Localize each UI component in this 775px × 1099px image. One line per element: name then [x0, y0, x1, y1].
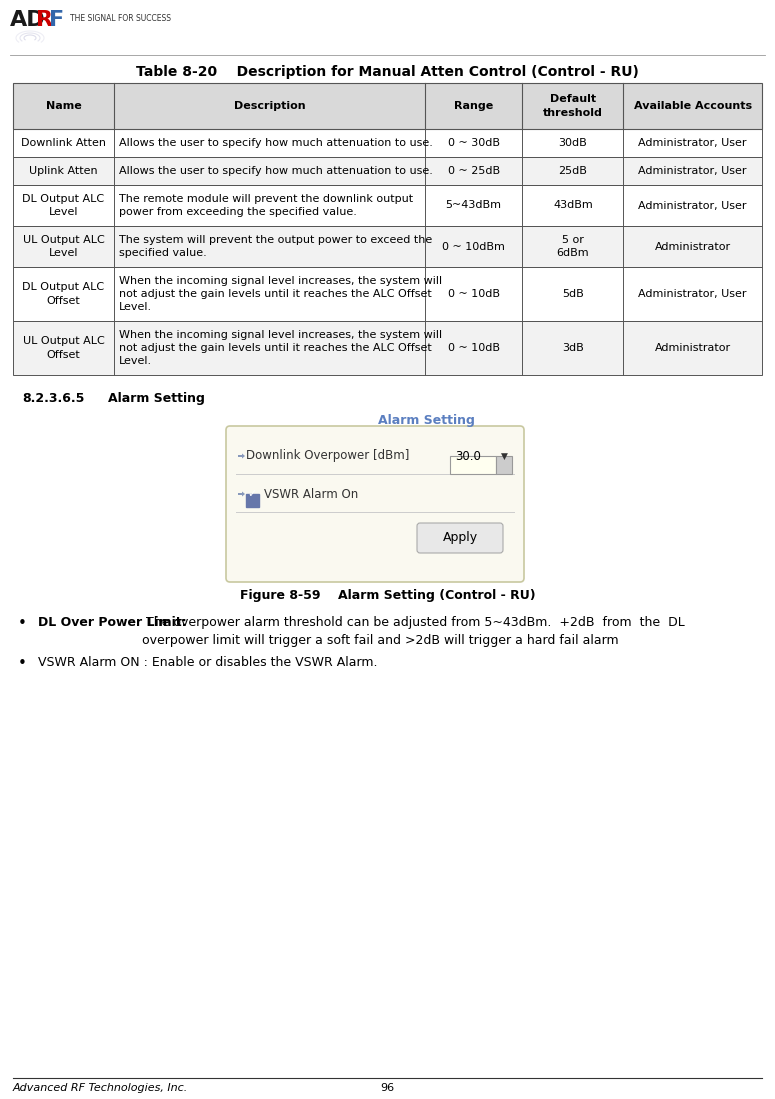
Text: 5~43dBm: 5~43dBm	[446, 200, 501, 211]
Text: Figure 8-59    Alarm Setting (Control - RU): Figure 8-59 Alarm Setting (Control - RU)	[239, 589, 536, 602]
FancyBboxPatch shape	[226, 426, 524, 582]
Text: 0 ~ 10dB: 0 ~ 10dB	[448, 289, 500, 299]
Text: 0 ~ 10dB: 0 ~ 10dB	[448, 343, 500, 353]
Text: F: F	[49, 10, 64, 30]
Text: AD: AD	[10, 10, 46, 30]
Text: ▼: ▼	[501, 452, 508, 460]
FancyArrow shape	[238, 454, 245, 458]
Bar	[13, 157, 762, 185]
Text: Allows the user to specify how much attenuation to use.: Allows the user to specify how much atte…	[119, 166, 433, 176]
Text: 96: 96	[381, 1083, 394, 1094]
Text: Administrator, User: Administrator, User	[639, 289, 747, 299]
Text: •: •	[18, 656, 26, 671]
Text: When the incoming signal level increases, the system will
not adjust the gain le: When the incoming signal level increases…	[119, 330, 443, 366]
Text: 5 or
6dBm: 5 or 6dBm	[556, 235, 589, 258]
Text: Advanced RF Technologies, Inc.: Advanced RF Technologies, Inc.	[13, 1083, 188, 1094]
Text: THE SIGNAL FOR SUCCESS: THE SIGNAL FOR SUCCESS	[70, 14, 171, 23]
Bar	[13, 267, 762, 321]
Text: 43dBm: 43dBm	[553, 200, 593, 211]
Text: 30.0: 30.0	[455, 449, 481, 463]
Bar	[496, 456, 512, 474]
Text: The system will prevent the output power to exceed the
specified value.: The system will prevent the output power…	[119, 235, 432, 258]
Text: 0 ~ 25dB: 0 ~ 25dB	[448, 166, 500, 176]
Text: 8.2.3.6.5: 8.2.3.6.5	[22, 392, 84, 406]
Text: Administrator, User: Administrator, User	[639, 138, 747, 148]
Text: Downlink Overpower [dBm]: Downlink Overpower [dBm]	[246, 449, 409, 463]
Bar	[13, 321, 762, 375]
Text: •: •	[18, 617, 26, 631]
Text: DL Over Power Limit:: DL Over Power Limit:	[38, 617, 187, 629]
Bar	[246, 493, 259, 507]
Text: Table 8-20    Description for Manual Atten Control (Control - RU): Table 8-20 Description for Manual Atten …	[136, 65, 639, 79]
Text: 0 ~ 10dBm: 0 ~ 10dBm	[443, 242, 505, 252]
Text: The overpower alarm threshold can be adjusted from 5~43dBm.  +2dB  from  the  DL: The overpower alarm threshold can be adj…	[142, 617, 685, 647]
Text: Administrator, User: Administrator, User	[639, 166, 747, 176]
Text: Range: Range	[454, 101, 493, 111]
Text: Uplink Atten: Uplink Atten	[29, 166, 98, 176]
Bar	[13, 185, 762, 226]
Text: Name: Name	[46, 101, 81, 111]
Bar	[13, 157, 762, 185]
FancyBboxPatch shape	[417, 523, 503, 553]
Text: Alarm Setting: Alarm Setting	[378, 414, 475, 428]
Text: Administrator: Administrator	[655, 343, 731, 353]
Text: 5dB: 5dB	[562, 289, 584, 299]
Text: VSWR Alarm ON : Enable or disables the VSWR Alarm.: VSWR Alarm ON : Enable or disables the V…	[38, 656, 377, 669]
Text: UL Output ALC
Level: UL Output ALC Level	[22, 235, 105, 258]
Text: 30dB: 30dB	[559, 138, 587, 148]
Bar	[450, 456, 496, 474]
Text: Administrator: Administrator	[655, 242, 731, 252]
Text: 25dB: 25dB	[559, 166, 587, 176]
Text: 0 ~ 30dB: 0 ~ 30dB	[448, 138, 500, 148]
Text: The remote module will prevent the downlink output
power from exceeding the spec: The remote module will prevent the downl…	[119, 193, 413, 218]
Text: Alarm Setting: Alarm Setting	[108, 392, 205, 406]
Text: Downlink Atten: Downlink Atten	[21, 138, 106, 148]
Bar	[13, 84, 762, 129]
Text: Allows the user to specify how much attenuation to use.: Allows the user to specify how much atte…	[119, 138, 433, 148]
Bar	[13, 321, 762, 375]
Bar	[13, 129, 762, 157]
Bar	[13, 226, 762, 267]
Bar	[13, 267, 762, 321]
Bar	[13, 84, 762, 129]
Bar	[13, 185, 762, 226]
Text: Description: Description	[234, 101, 305, 111]
Text: UL Output ALC
Offset: UL Output ALC Offset	[22, 336, 105, 359]
Text: Available Accounts: Available Accounts	[634, 101, 752, 111]
FancyArrow shape	[238, 491, 245, 497]
Text: VSWR Alarm On: VSWR Alarm On	[264, 488, 358, 500]
Text: DL Output ALC
Offset: DL Output ALC Offset	[22, 282, 105, 306]
Text: ✓: ✓	[248, 489, 257, 499]
Text: DL Output ALC
Level: DL Output ALC Level	[22, 193, 105, 218]
Text: R: R	[36, 10, 53, 30]
Text: When the incoming signal level increases, the system will
not adjust the gain le: When the incoming signal level increases…	[119, 276, 443, 312]
Text: Administrator, User: Administrator, User	[639, 200, 747, 211]
Text: Default
threshold: Default threshold	[543, 95, 603, 118]
Text: 3dB: 3dB	[562, 343, 584, 353]
Bar	[13, 129, 762, 157]
Text: Apply: Apply	[443, 532, 477, 544]
Bar	[13, 226, 762, 267]
